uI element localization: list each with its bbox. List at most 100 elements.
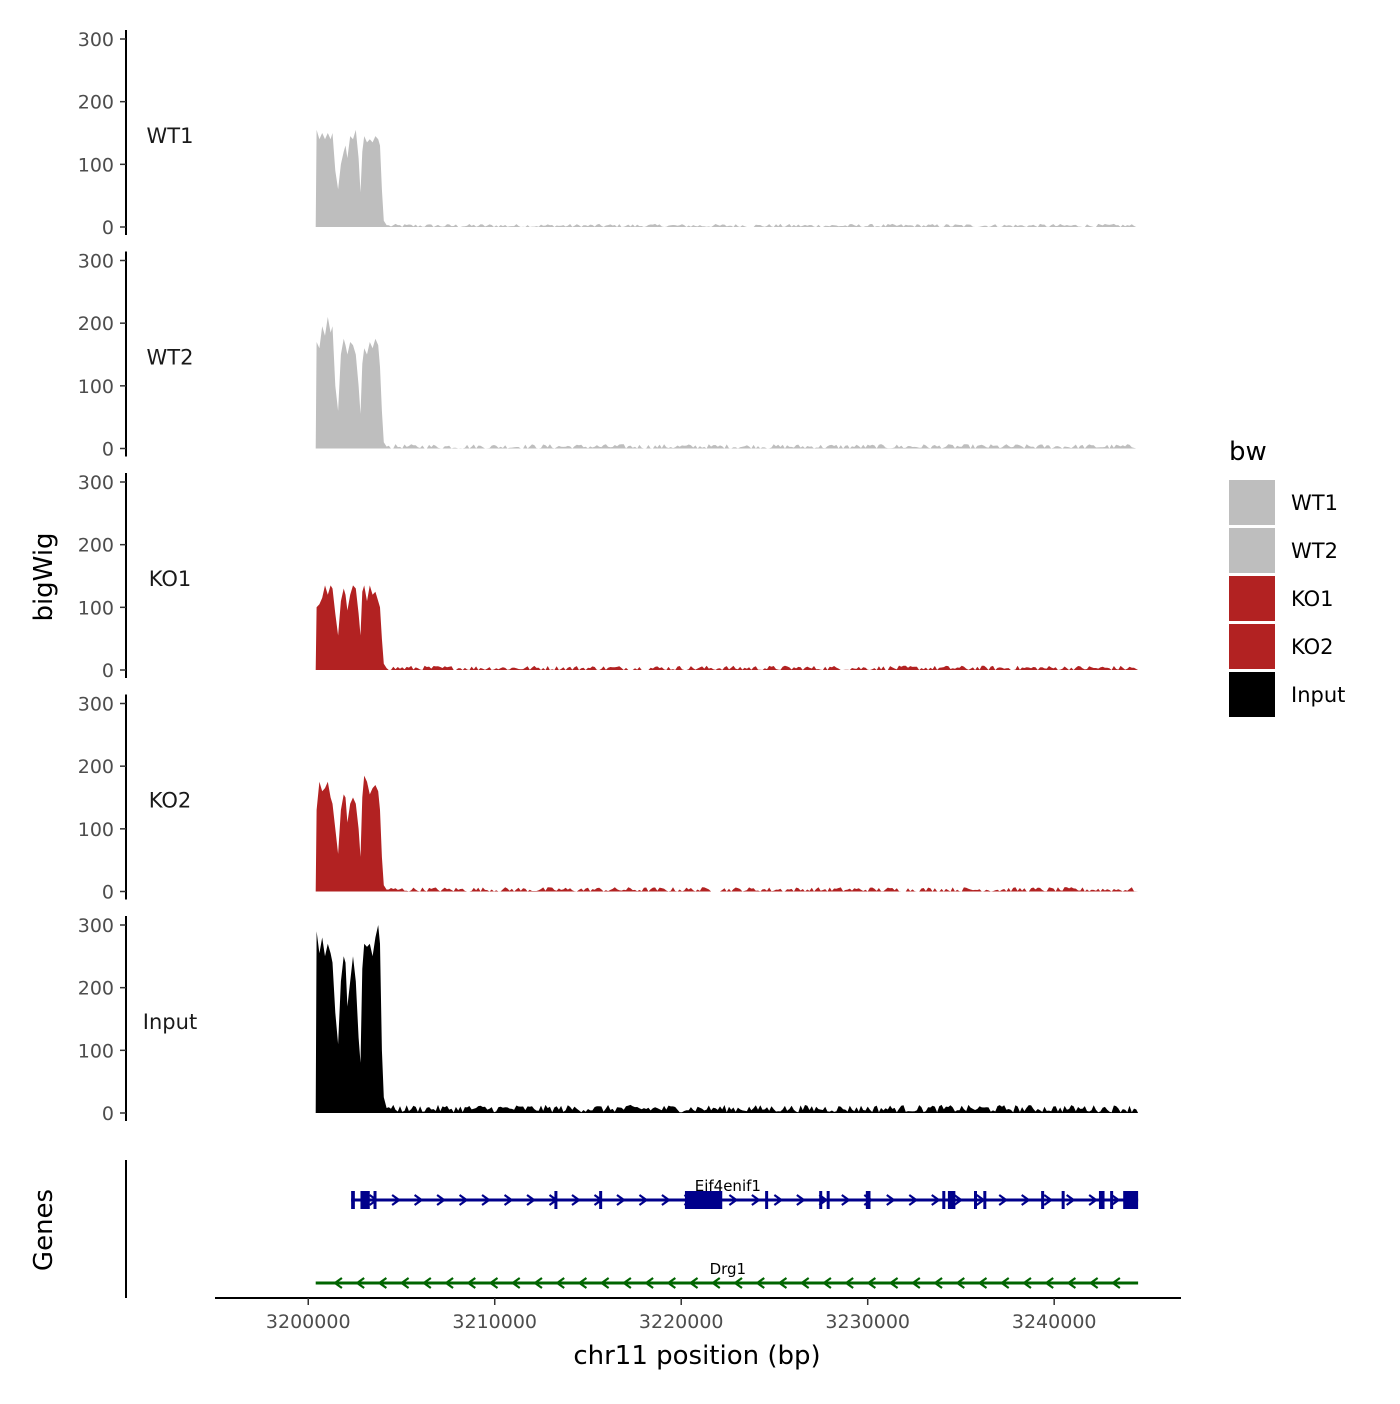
- y-tick-label: 100: [78, 1040, 114, 1062]
- strand-arrow: [666, 1277, 676, 1289]
- legend-key-ko1: [1229, 576, 1275, 621]
- y-tick-label: 300: [78, 29, 114, 51]
- legend-title: bw: [1229, 437, 1267, 467]
- gene-eif4enif1: Eif4enif1: [351, 1177, 1139, 1209]
- legend-key-wt2: [1229, 528, 1275, 573]
- signal-area-wt1: [315, 129, 1139, 227]
- legend-label-wt2: WT2: [1291, 539, 1338, 563]
- strand-arrow: [866, 1277, 877, 1289]
- strand-arrow: [755, 1277, 765, 1289]
- exon: [373, 1191, 377, 1209]
- legend: bw WT1 WT2 KO1 KO2 Input: [1229, 437, 1345, 717]
- strand-arrow: [799, 1277, 810, 1289]
- strand-arrow: [510, 1277, 521, 1289]
- strand-arrow: [599, 1277, 610, 1289]
- strand-arrow: [571, 1194, 581, 1206]
- exon: [974, 1191, 977, 1209]
- gene-label: Drg1: [710, 1260, 747, 1278]
- strand-arrow: [910, 1277, 921, 1289]
- track-label-wt1: WT1: [147, 124, 194, 148]
- strand-arrow: [444, 1277, 454, 1289]
- exon: [1110, 1191, 1114, 1209]
- strand-arrow: [844, 1277, 854, 1289]
- strand-arrow: [710, 1277, 721, 1289]
- strand-arrow: [466, 1277, 476, 1289]
- y-tick-label: 100: [78, 154, 114, 176]
- x-tick-label: 3240000: [1012, 1311, 1097, 1333]
- x-axis: 3200000 3210000 3220000 3230000 3240000: [215, 1297, 1181, 1333]
- y-tick-label: 200: [78, 535, 114, 557]
- exon: [1123, 1191, 1139, 1209]
- strand-arrow: [908, 1194, 919, 1206]
- strand-arrow: [503, 1194, 514, 1206]
- y-tick-label: 300: [78, 472, 114, 494]
- strand-arrow: [777, 1277, 788, 1289]
- exon: [684, 1191, 723, 1209]
- strand-arrow: [1110, 1194, 1121, 1206]
- y-tick-label: 0: [102, 660, 114, 682]
- legend-key-ko2: [1229, 624, 1275, 669]
- y-tick-label: 300: [78, 251, 114, 273]
- x-tick-label: 3210000: [452, 1311, 537, 1333]
- strand-arrow: [977, 1277, 988, 1289]
- genes-axis-title: Genes: [29, 1189, 59, 1271]
- exon: [360, 1191, 370, 1209]
- x-tick-label: 3200000: [266, 1311, 351, 1333]
- strand-arrow: [391, 1194, 401, 1206]
- track-panel-input: 0 100 200 300 Input: [78, 915, 1139, 1125]
- track-panel-wt1: 0 100 200 300 WT1: [78, 29, 1139, 239]
- track-label-input: Input: [143, 1010, 197, 1034]
- exon: [765, 1191, 769, 1209]
- y-tick-label: 200: [78, 978, 114, 1000]
- strand-arrow: [888, 1277, 899, 1289]
- strand-arrow: [661, 1194, 671, 1206]
- strand-arrow: [577, 1277, 588, 1289]
- signal-area-ko1: [315, 585, 1139, 670]
- strand-arrow: [796, 1194, 806, 1206]
- strand-arrow: [436, 1194, 446, 1206]
- exon: [351, 1191, 355, 1209]
- strand-arrow: [526, 1194, 536, 1206]
- strand-arrow: [1021, 1194, 1031, 1206]
- y-tick-label: 200: [78, 313, 114, 335]
- signal-area-wt2: [315, 316, 1139, 449]
- legend-label-ko2: KO2: [1291, 635, 1334, 659]
- exon: [947, 1191, 956, 1209]
- strand-arrow: [955, 1277, 965, 1289]
- strand-arrow: [1110, 1277, 1121, 1289]
- y-tick-label: 0: [102, 882, 114, 904]
- exon: [942, 1191, 946, 1209]
- y-tick-label: 200: [78, 92, 114, 114]
- strand-arrow: [751, 1194, 761, 1206]
- signal-area-ko2: [315, 775, 1139, 892]
- strand-arrow: [1088, 1194, 1099, 1206]
- strand-arrow: [1022, 1277, 1032, 1289]
- strand-arrow: [481, 1194, 491, 1206]
- y-tick-label: 300: [78, 694, 114, 716]
- strand-arrow: [822, 1277, 832, 1289]
- strand-arrow: [728, 1194, 739, 1206]
- strand-arrow: [931, 1194, 941, 1206]
- track-label-wt2: WT2: [147, 346, 194, 370]
- strand-arrow: [1088, 1277, 1099, 1289]
- track-label-ko1: KO1: [149, 567, 192, 591]
- track-label-ko2: KO2: [149, 789, 192, 813]
- track-panel-ko1: 0 100 200 300 KO1: [78, 472, 1139, 682]
- strand-arrow: [688, 1277, 699, 1289]
- signal-area-input: [315, 925, 1139, 1113]
- strand-arrow: [458, 1194, 469, 1206]
- strand-arrow: [488, 1277, 499, 1289]
- exon: [1041, 1191, 1045, 1209]
- legend-label-input: Input: [1291, 683, 1345, 707]
- y-tick-label: 300: [78, 915, 114, 937]
- gene-drg1: Drg1: [315, 1260, 1139, 1289]
- strand-arrow: [886, 1194, 896, 1206]
- strand-arrow: [399, 1277, 410, 1289]
- y-tick-label: 0: [102, 1103, 114, 1125]
- strand-arrow: [377, 1277, 388, 1289]
- strand-arrow: [841, 1194, 851, 1206]
- strand-arrow: [733, 1277, 743, 1289]
- strand-arrow: [1066, 1194, 1076, 1206]
- exon: [819, 1191, 823, 1209]
